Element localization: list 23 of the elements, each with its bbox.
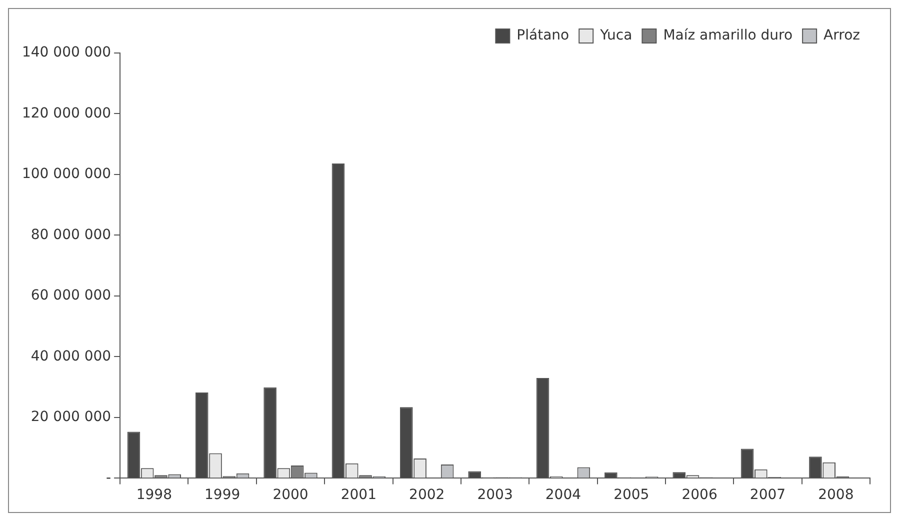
x-tick-label: 2000	[272, 487, 308, 504]
y-tick-label: 20 000 000	[30, 409, 112, 426]
y-tick-label: 60 000 000	[30, 288, 112, 304]
y-tick-label: 140 000 000	[22, 44, 112, 61]
y-tick-label: 120 000 000	[22, 105, 112, 122]
x-tick-label: 2005	[614, 487, 650, 504]
y-tick-label: -	[106, 470, 112, 486]
x-tick-label: 2002	[409, 487, 445, 504]
legend-label: Arroz	[824, 28, 860, 44]
y-tick-label: 100 000 000	[22, 166, 112, 182]
x-tick-label: 2001	[340, 487, 376, 504]
legend-label: Maíz amarillo duro	[663, 28, 793, 44]
x-tick-label: 2007	[750, 487, 786, 504]
x-tick-label: 2008	[818, 487, 854, 504]
x-tick-label: 2004	[545, 487, 582, 504]
legend-label: Yuca	[599, 28, 632, 44]
x-tick-label: 2003	[477, 487, 513, 504]
x-tick-label: 1999	[204, 487, 240, 504]
legend-label: Plátano	[516, 28, 570, 44]
x-tick-label: 1998	[136, 487, 172, 504]
y-tick-label: 40 000 000	[30, 348, 112, 364]
x-tick-label: 2006	[682, 487, 718, 504]
y-tick-label: 80 000 000	[30, 226, 112, 243]
